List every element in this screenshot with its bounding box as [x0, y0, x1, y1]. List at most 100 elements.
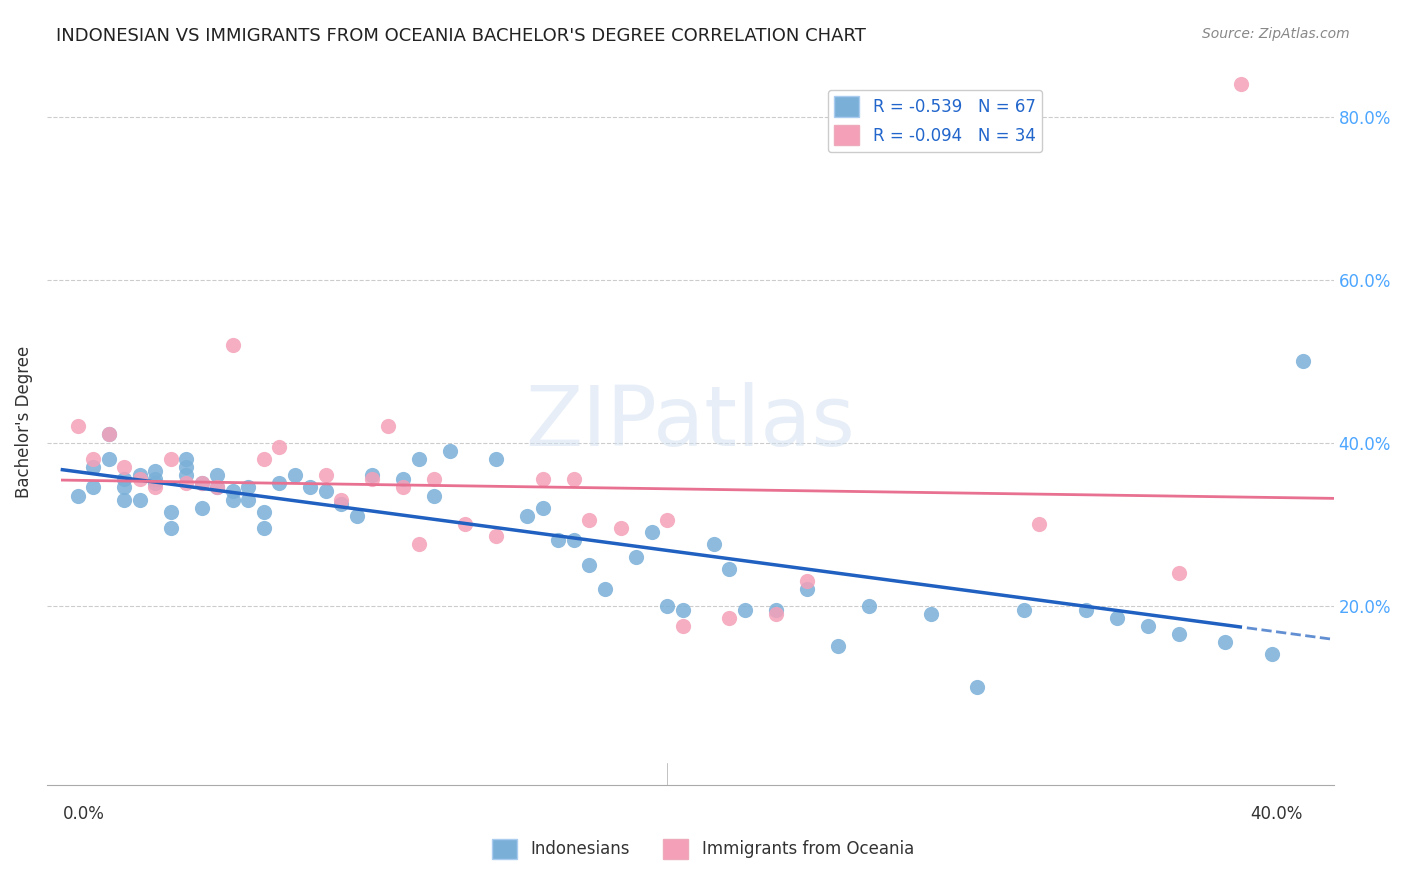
Point: [112, 492, 135, 507]
Text: 40.0%: 40.0%: [1250, 805, 1302, 823]
Legend: R = -0.539   N = 67, R = -0.094   N = 34: R = -0.539 N = 67, R = -0.094 N = 34: [828, 90, 1042, 152]
Point: [82, 451, 104, 466]
Point: [238, 480, 260, 494]
Point: [222, 338, 245, 352]
Point: [160, 521, 183, 535]
Point: [129, 472, 152, 486]
Point: [796, 582, 818, 597]
Point: [827, 639, 849, 653]
Point: [718, 562, 741, 576]
Point: [145, 472, 167, 486]
Point: [176, 468, 198, 483]
Point: [765, 607, 787, 621]
Point: [516, 508, 538, 523]
Point: [207, 480, 229, 494]
Point: [222, 484, 245, 499]
Point: [1136, 619, 1159, 633]
Text: 0.0%: 0.0%: [62, 805, 104, 823]
Point: [485, 451, 508, 466]
Point: [408, 451, 430, 466]
Point: [671, 602, 693, 616]
Point: [191, 500, 214, 515]
Point: [966, 680, 988, 694]
Point: [222, 492, 245, 507]
Point: [97, 451, 120, 466]
Y-axis label: Bachelor's Degree: Bachelor's Degree: [15, 346, 32, 499]
Point: [454, 516, 477, 531]
Point: [423, 472, 446, 486]
Text: Source: ZipAtlas.com: Source: ZipAtlas.com: [1202, 27, 1350, 41]
Point: [1167, 627, 1189, 641]
Point: [284, 468, 307, 483]
Point: [66, 419, 89, 434]
Point: [423, 489, 446, 503]
Point: [82, 480, 104, 494]
Point: [1074, 602, 1097, 616]
Point: [392, 480, 415, 494]
Point: [330, 497, 353, 511]
Point: [671, 619, 693, 633]
Point: [624, 549, 647, 564]
Point: [176, 460, 198, 475]
Point: [609, 521, 631, 535]
Legend: Indonesians, Immigrants from Oceania: Indonesians, Immigrants from Oceania: [485, 832, 921, 866]
Point: [439, 443, 461, 458]
Point: [1229, 77, 1251, 91]
Point: [253, 521, 276, 535]
Point: [269, 440, 291, 454]
Point: [1291, 354, 1313, 368]
Point: [408, 537, 430, 551]
Point: [920, 607, 942, 621]
Point: [145, 476, 167, 491]
Point: [238, 492, 260, 507]
Point: [1012, 602, 1035, 616]
Point: [361, 472, 384, 486]
Point: [796, 574, 818, 588]
Text: ZIPatlas: ZIPatlas: [526, 382, 855, 463]
Point: [531, 500, 554, 515]
Point: [112, 460, 135, 475]
Point: [97, 427, 120, 442]
Point: [145, 464, 167, 478]
Point: [655, 599, 678, 613]
Point: [191, 476, 214, 491]
Point: [207, 480, 229, 494]
Point: [734, 602, 756, 616]
Point: [207, 468, 229, 483]
Point: [531, 472, 554, 486]
Point: [253, 505, 276, 519]
Point: [145, 480, 167, 494]
Point: [1105, 611, 1128, 625]
Point: [562, 472, 585, 486]
Point: [66, 489, 89, 503]
Point: [718, 611, 741, 625]
Point: [176, 476, 198, 491]
Point: [112, 472, 135, 486]
Point: [176, 451, 198, 466]
Point: [346, 508, 368, 523]
Point: [330, 492, 353, 507]
Point: [299, 480, 322, 494]
Point: [765, 602, 787, 616]
Point: [578, 513, 600, 527]
Point: [1167, 566, 1189, 580]
Point: [1260, 648, 1282, 662]
Point: [82, 460, 104, 475]
Point: [315, 468, 337, 483]
Point: [269, 476, 291, 491]
Point: [129, 468, 152, 483]
Point: [593, 582, 616, 597]
Point: [361, 468, 384, 483]
Point: [1213, 635, 1236, 649]
Point: [315, 484, 337, 499]
Point: [392, 472, 415, 486]
Point: [160, 451, 183, 466]
Point: [253, 451, 276, 466]
Point: [377, 419, 399, 434]
Point: [655, 513, 678, 527]
Point: [578, 558, 600, 572]
Point: [129, 492, 152, 507]
Point: [1028, 516, 1050, 531]
Point: [485, 529, 508, 543]
Point: [858, 599, 880, 613]
